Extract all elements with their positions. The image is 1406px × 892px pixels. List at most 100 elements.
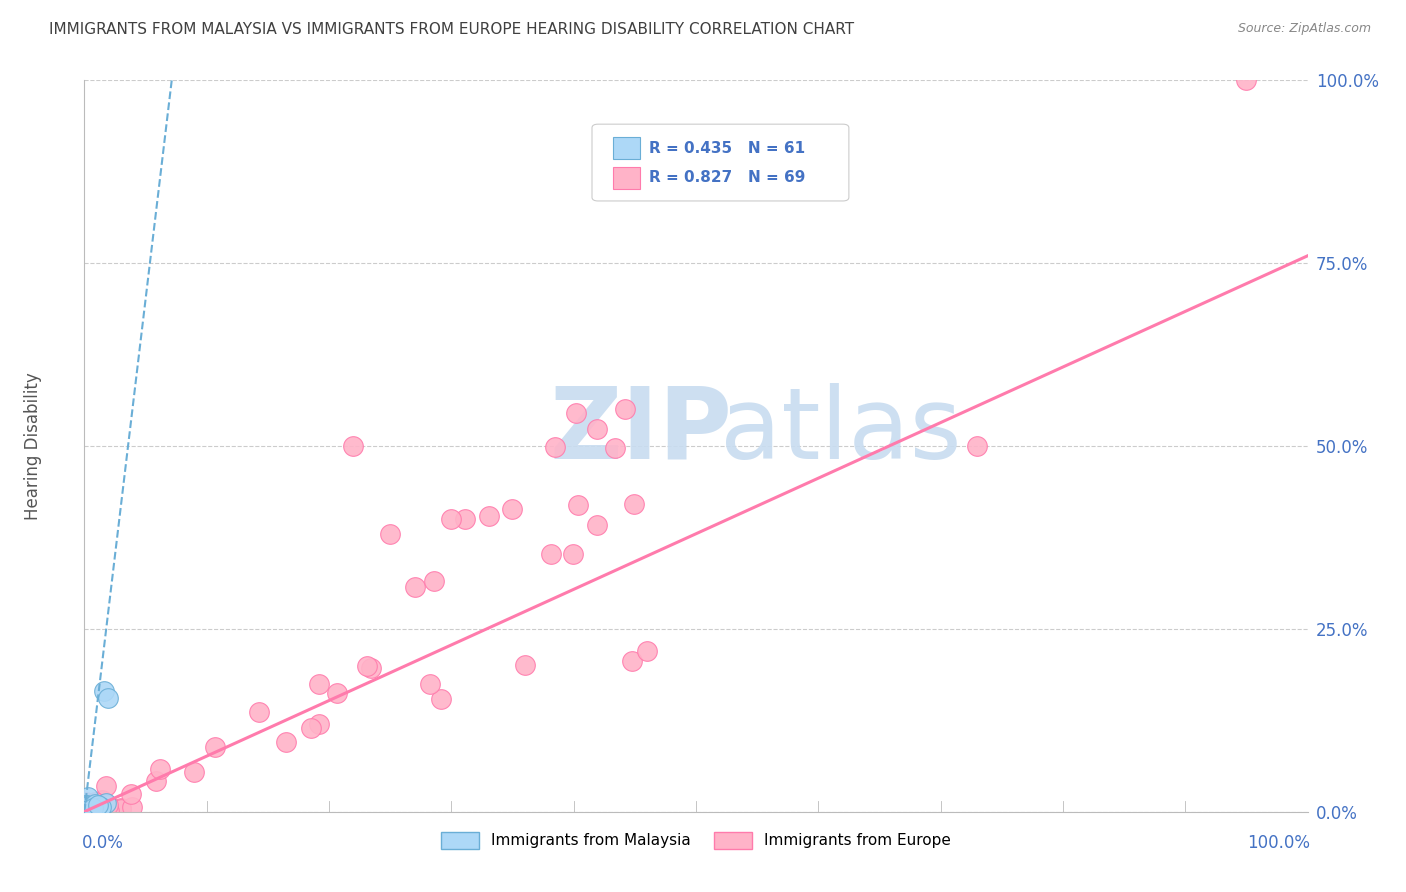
- Text: atlas: atlas: [720, 383, 962, 480]
- Point: [80, 802, 103, 816]
- Point: [73, 804, 96, 818]
- Text: Source: ZipAtlas.com: Source: ZipAtlas.com: [1237, 22, 1371, 36]
- Point: [79, 804, 101, 818]
- Point: [79, 805, 101, 819]
- Point: [82, 803, 104, 817]
- Point: [79, 804, 101, 818]
- Point: [97, 798, 120, 813]
- Point: [121, 800, 143, 814]
- Point: [75, 798, 97, 813]
- Point: [567, 498, 589, 512]
- Point: [540, 548, 562, 562]
- Point: [76, 805, 98, 819]
- Point: [73, 805, 96, 819]
- Text: Hearing Disability: Hearing Disability: [24, 372, 42, 520]
- Point: [83, 799, 105, 814]
- Point: [75, 804, 97, 818]
- Point: [79, 799, 101, 814]
- Point: [149, 762, 172, 776]
- Point: [623, 498, 645, 512]
- Text: IMMIGRANTS FROM MALAYSIA VS IMMIGRANTS FROM EUROPE HEARING DISABILITY CORRELATIO: IMMIGRANTS FROM MALAYSIA VS IMMIGRANTS F…: [49, 22, 855, 37]
- Point: [440, 512, 463, 526]
- Point: [183, 764, 205, 779]
- Point: [299, 722, 322, 736]
- Point: [90, 799, 112, 814]
- Point: [586, 517, 609, 532]
- Point: [90, 793, 112, 807]
- Point: [75, 802, 97, 816]
- Point: [966, 439, 988, 453]
- Point: [73, 801, 96, 815]
- Point: [79, 803, 101, 817]
- Point: [97, 804, 120, 818]
- Point: [77, 798, 100, 813]
- Point: [586, 422, 609, 436]
- Text: 0.0%: 0.0%: [82, 834, 124, 852]
- Text: 100.0%: 100.0%: [1247, 834, 1310, 852]
- Point: [73, 802, 96, 816]
- Point: [380, 526, 402, 541]
- Point: [605, 441, 627, 455]
- Point: [84, 795, 107, 809]
- Point: [87, 798, 110, 813]
- Point: [308, 677, 330, 691]
- Point: [76, 804, 98, 818]
- Point: [73, 804, 96, 818]
- Point: [562, 547, 585, 561]
- Point: [274, 734, 297, 748]
- Point: [80, 802, 103, 816]
- Point: [75, 804, 97, 818]
- Legend: Immigrants from Malaysia, Immigrants from Europe: Immigrants from Malaysia, Immigrants fro…: [434, 825, 957, 855]
- Point: [87, 798, 110, 813]
- Point: [89, 802, 111, 816]
- Point: [73, 804, 96, 818]
- Point: [76, 803, 98, 817]
- Point: [83, 801, 105, 815]
- FancyBboxPatch shape: [592, 124, 849, 201]
- Point: [77, 804, 100, 818]
- Point: [77, 803, 100, 817]
- FancyBboxPatch shape: [613, 167, 640, 188]
- Point: [326, 686, 349, 700]
- Point: [204, 739, 226, 754]
- Point: [75, 796, 97, 810]
- Point: [360, 661, 382, 675]
- Point: [96, 796, 118, 810]
- Point: [83, 799, 105, 814]
- Point: [75, 804, 97, 818]
- Point: [73, 805, 96, 819]
- Point: [513, 658, 536, 673]
- Point: [621, 654, 644, 668]
- Point: [76, 790, 98, 805]
- Point: [342, 439, 364, 453]
- Point: [76, 805, 98, 819]
- Point: [356, 659, 378, 673]
- Point: [80, 801, 103, 815]
- Point: [84, 804, 107, 818]
- Point: [75, 804, 97, 818]
- Text: R = 0.435   N = 61: R = 0.435 N = 61: [650, 141, 806, 156]
- Point: [77, 800, 100, 814]
- Point: [247, 705, 270, 719]
- Point: [75, 803, 97, 817]
- Point: [77, 803, 100, 817]
- Point: [75, 804, 97, 818]
- Point: [83, 797, 105, 812]
- Point: [75, 804, 97, 818]
- Point: [75, 804, 97, 818]
- Point: [76, 805, 98, 819]
- Point: [79, 803, 101, 817]
- Point: [73, 803, 96, 817]
- Point: [110, 801, 132, 815]
- Point: [76, 802, 98, 816]
- Text: R = 0.827   N = 69: R = 0.827 N = 69: [650, 170, 806, 185]
- Point: [75, 804, 97, 818]
- Point: [96, 779, 118, 793]
- Point: [544, 440, 567, 454]
- Point: [419, 677, 441, 691]
- Point: [73, 799, 96, 814]
- Point: [1236, 73, 1258, 87]
- Point: [75, 804, 97, 818]
- Point: [501, 501, 523, 516]
- Point: [110, 803, 132, 817]
